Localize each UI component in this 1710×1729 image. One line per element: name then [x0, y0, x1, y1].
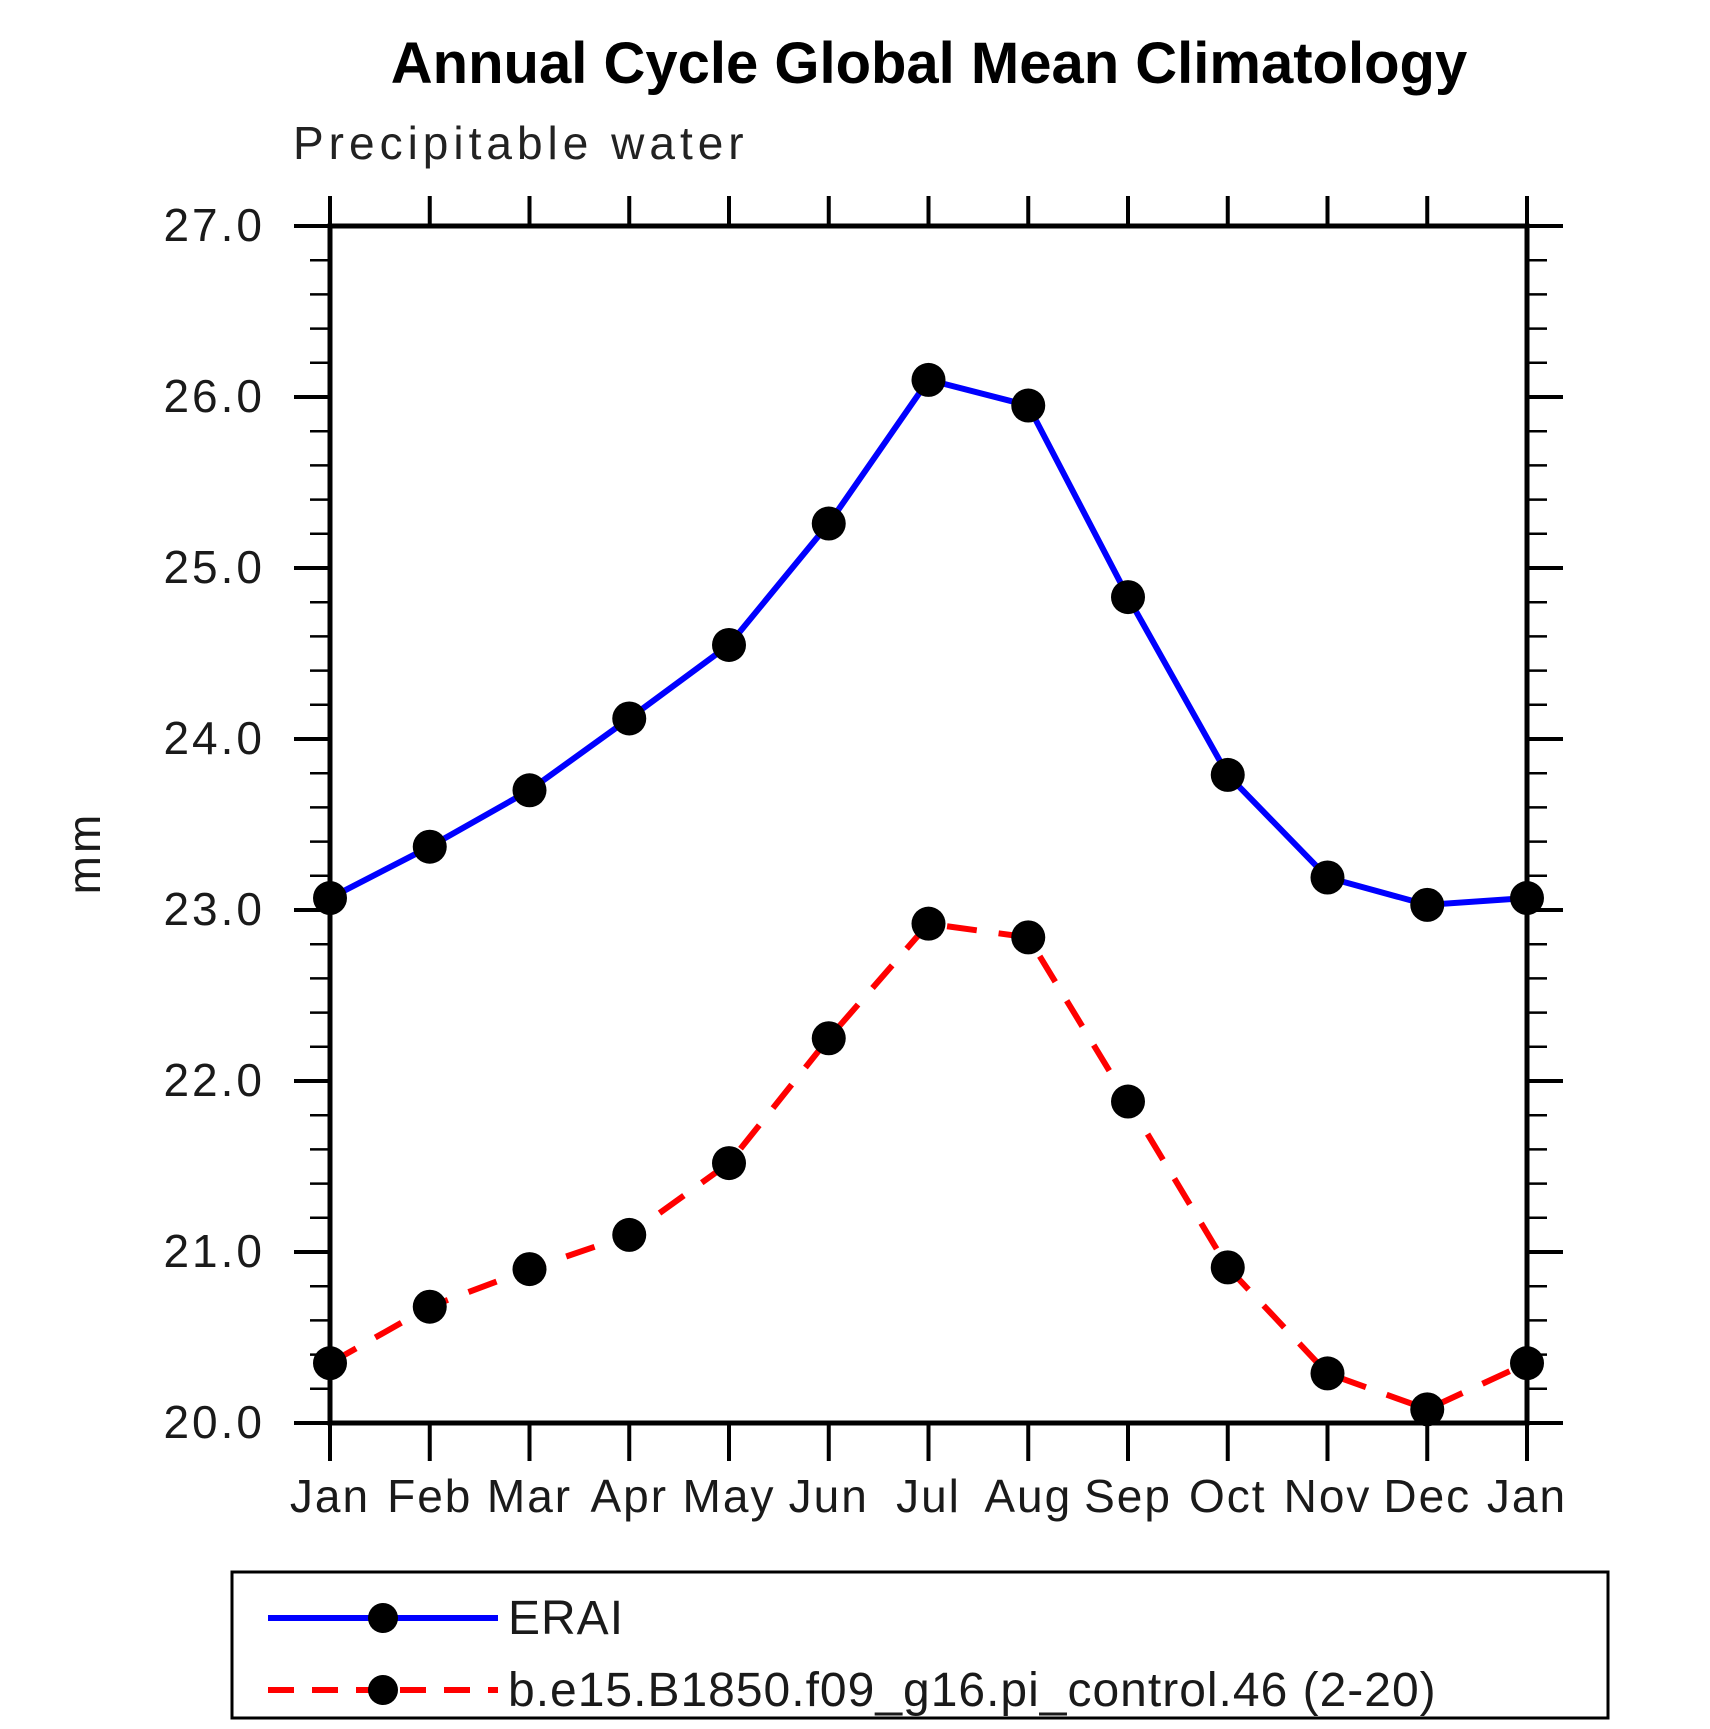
series-marker-1 [811, 1021, 846, 1056]
y-axis-tick-label: 20.0 [163, 1396, 265, 1448]
legend-label-1: b.e15.B1850.f09_g16.pi_control.46 (2-20) [508, 1664, 1437, 1717]
x-axis-month-label: Oct [1189, 1470, 1267, 1522]
y-axis-tick-label: 25.0 [163, 541, 265, 593]
y-axis-tick-label: 26.0 [163, 370, 265, 422]
y-axis-tick-label: 24.0 [163, 712, 265, 764]
series-marker-1 [712, 1146, 746, 1181]
series-marker-0 [1510, 881, 1544, 916]
series-marker-1 [1510, 1346, 1544, 1381]
y-axis-tick-label: 21.0 [163, 1225, 265, 1277]
series-marker-0 [1410, 887, 1445, 922]
y-axis-label: mm [58, 812, 110, 895]
series-marker-0 [412, 829, 447, 864]
series-marker-0 [1210, 757, 1245, 792]
chart-subtitle: Precipitable water [293, 117, 749, 169]
plot-border [327, 223, 1530, 1426]
series-line-1 [328, 920, 1529, 1413]
x-axis-month-label: Dec [1383, 1470, 1471, 1522]
series-marker-0 [1011, 388, 1046, 423]
series-marker-1 [412, 1289, 447, 1324]
series-marker-1 [1210, 1250, 1245, 1285]
y-axis-tick-label: 22.0 [163, 1054, 265, 1106]
x-axis-month-label: Jan [1487, 1470, 1567, 1522]
x-axis-month-label: Jul [896, 1470, 961, 1522]
series-marker-1 [1410, 1392, 1445, 1427]
x-axis-month-label: Apr [590, 1470, 668, 1522]
x-axis-month-label: May [683, 1470, 776, 1522]
legend-box [230, 1570, 1610, 1720]
x-axis-month-label: Feb [387, 1470, 472, 1522]
series-line-0 [328, 376, 1528, 908]
x-axis-month-label: Aug [984, 1470, 1072, 1522]
series-marker-1 [911, 906, 946, 941]
series-marker-1 [1011, 920, 1046, 955]
legend-marker-0 [368, 1603, 398, 1633]
series-marker-0 [911, 362, 946, 397]
chart-title: Annual Cycle Global Mean Climatology [390, 31, 1468, 96]
x-axis-month-label: Nov [1284, 1470, 1372, 1522]
series-marker-0 [313, 881, 347, 916]
series-marker-1 [612, 1217, 647, 1252]
series-marker-1 [313, 1346, 347, 1381]
y-axis-tick-label: 27.0 [163, 199, 265, 251]
x-axis-month-label: Sep [1084, 1470, 1172, 1522]
series-marker-0 [1111, 580, 1145, 615]
x-axis-month-label: Mar [487, 1470, 572, 1522]
series-marker-0 [712, 627, 746, 662]
series-marker-1 [1111, 1084, 1145, 1119]
legend-marker-1 [368, 1675, 398, 1705]
x-axis-month-label: Jan [290, 1470, 370, 1522]
series-marker-1 [1310, 1356, 1345, 1391]
x-axis-month-label: Jun [789, 1470, 869, 1522]
series-marker-1 [512, 1252, 547, 1287]
series-marker-0 [811, 506, 846, 541]
legend-label-0: ERAI [508, 1592, 624, 1645]
series-marker-0 [512, 773, 547, 808]
series-marker-0 [1310, 860, 1345, 895]
series-marker-0 [612, 701, 647, 736]
y-axis-tick-label: 23.0 [163, 883, 265, 935]
